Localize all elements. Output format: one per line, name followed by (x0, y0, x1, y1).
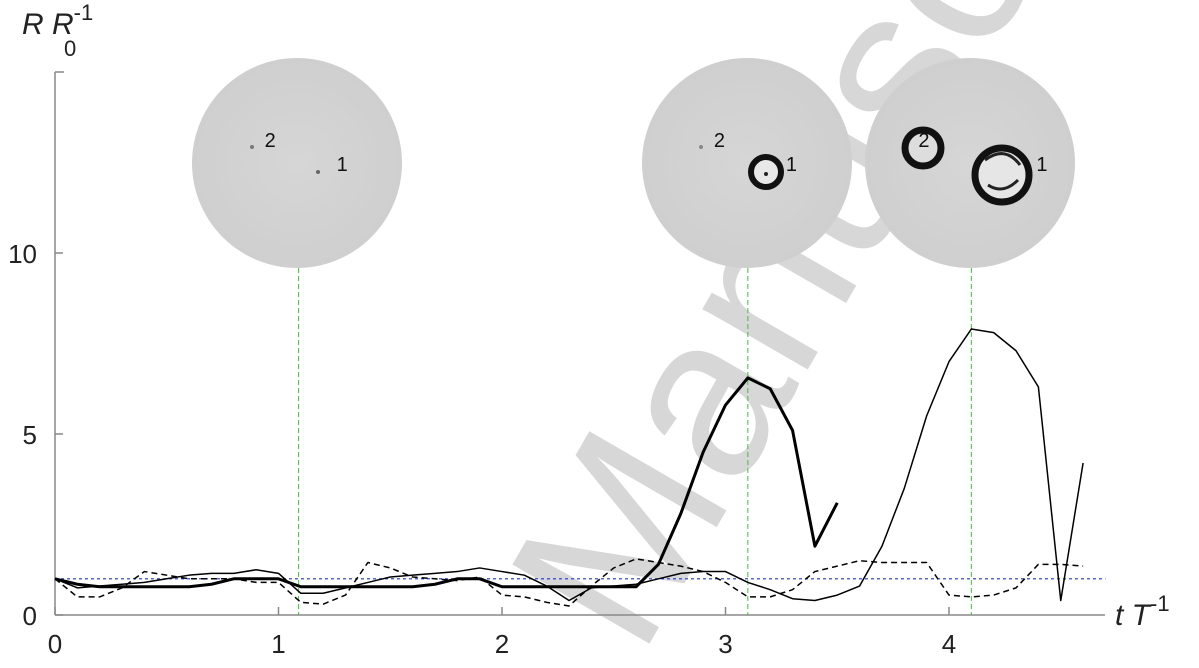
y-label-sup: -1 (74, 0, 94, 25)
snapshot-label: 2 (714, 130, 725, 152)
x-label-main: t T (1115, 599, 1153, 632)
x-label-sup: -1 (1150, 591, 1170, 616)
y-axis-label: R R-1 (22, 0, 93, 41)
x-tick-label: 2 (495, 629, 509, 659)
x-tick-label: 0 (48, 629, 62, 659)
snapshot-label: 1 (1036, 154, 1047, 176)
y-tick-label: 10 (8, 239, 37, 269)
x-tick-label: 3 (718, 629, 732, 659)
y-label-sub: 0 (64, 36, 76, 61)
x-tick-label: 1 (271, 629, 285, 659)
series-line (54, 328, 1084, 602)
x-tick-label: 4 (942, 629, 956, 659)
y-tick-label: 5 (23, 420, 37, 450)
snapshot-image (642, 58, 852, 268)
snapshot-label: 2 (265, 130, 276, 152)
snapshot-label: 2 (918, 130, 929, 152)
snapshots (192, 58, 1075, 268)
y-label-main: R R (22, 8, 74, 41)
series-line (54, 376, 839, 589)
series-line (54, 558, 1084, 607)
snapshot-label: 1 (786, 154, 797, 176)
snapshot-label: 1 (337, 154, 348, 176)
snapshot-image (865, 58, 1075, 268)
y-tick-label: 0 (23, 601, 37, 631)
snapshot-image (192, 58, 402, 268)
x-axis-label: t T-1 (1115, 591, 1170, 632)
